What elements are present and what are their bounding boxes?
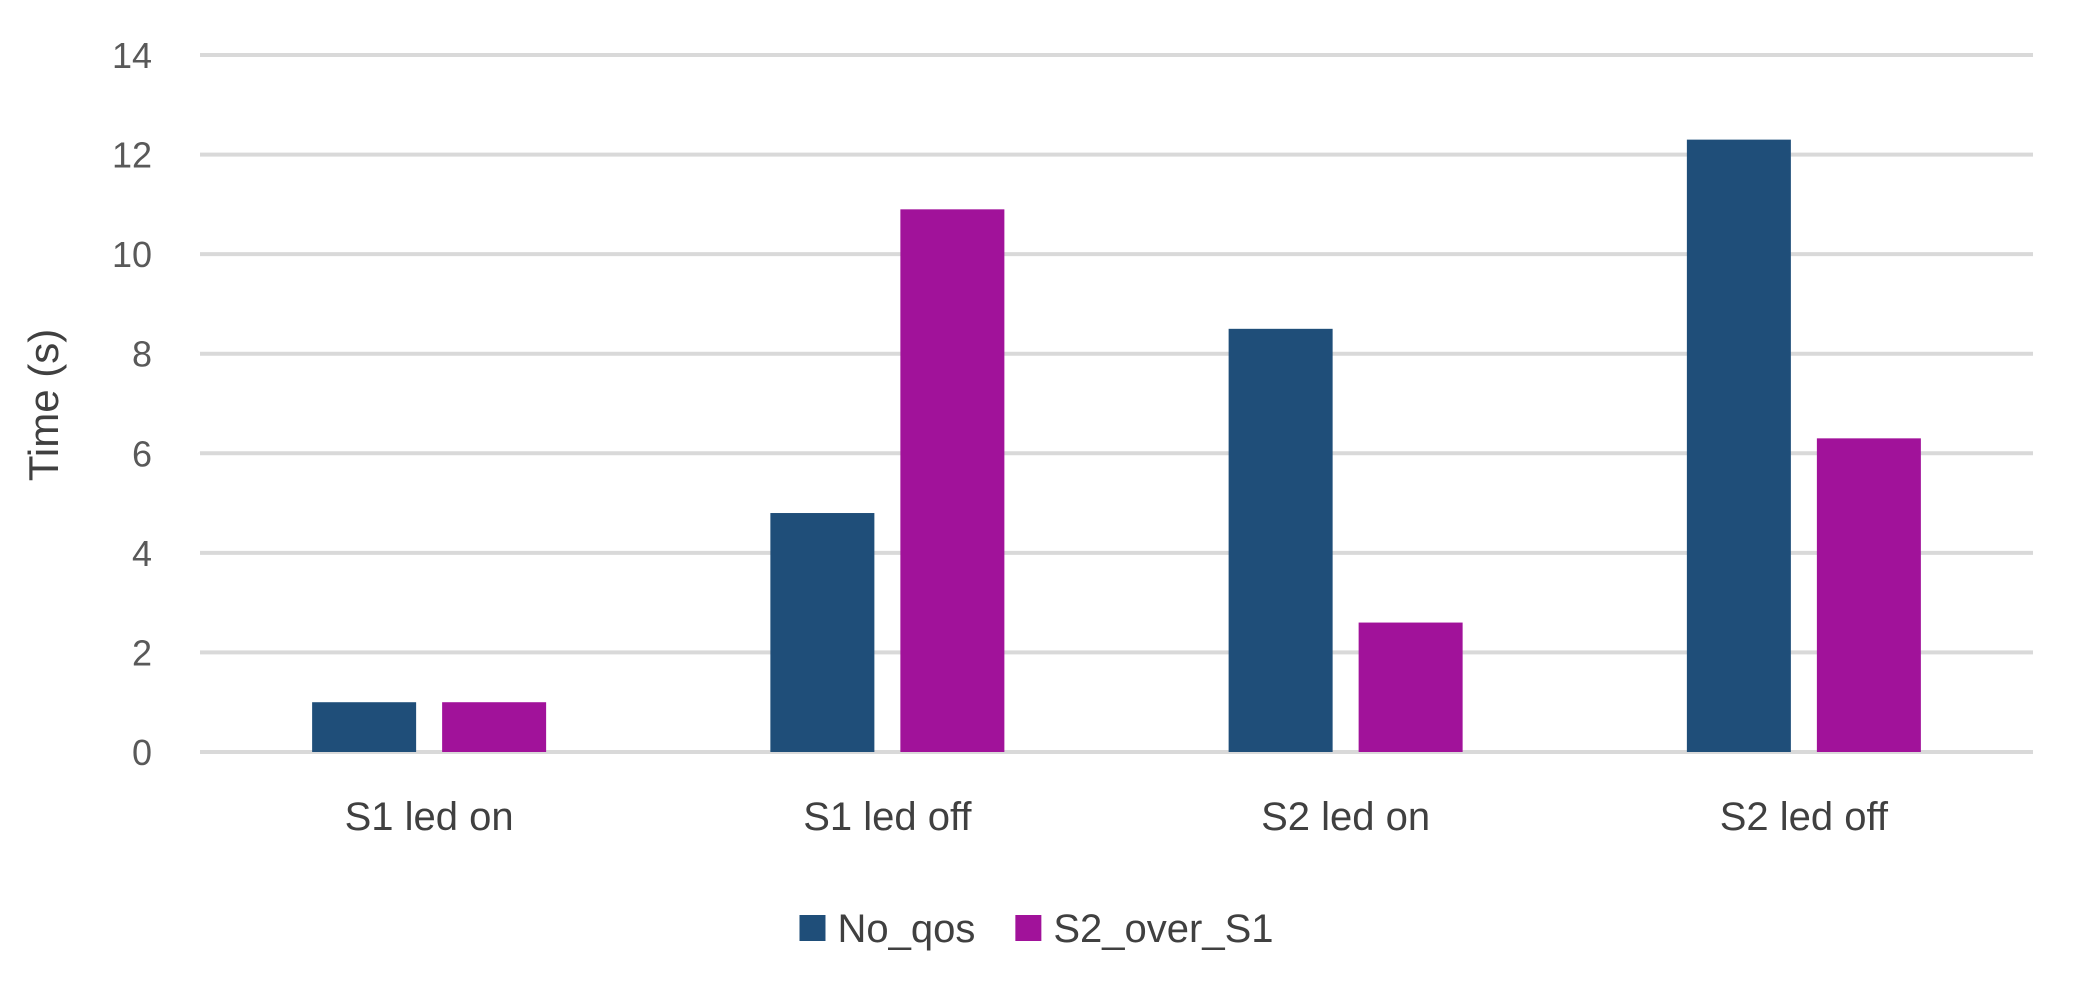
x-axis-categories: S1 led on S1 led off S2 led on S2 led off — [345, 795, 1889, 839]
bar-s2-over-s1 — [900, 209, 1005, 753]
y-tick-label: 10 — [112, 234, 152, 275]
bars — [312, 139, 1921, 753]
bar-s2-over-s1 — [1358, 622, 1463, 752]
legend-label: No_qos — [837, 907, 975, 951]
y-tick-label: 12 — [112, 135, 152, 176]
bar-no-qos — [770, 513, 875, 752]
legend-swatch — [1015, 915, 1042, 941]
x-category-label: S1 led on — [345, 795, 514, 839]
legend-label: S2_over_S1 — [1053, 907, 1273, 951]
bar-no-qos — [312, 702, 417, 752]
bar-no-qos — [1228, 328, 1333, 752]
bar-no-qos — [1686, 139, 1791, 752]
x-category-label: S2 led off — [1720, 795, 1889, 839]
y-axis-ticks: 0 2 4 6 8 10 12 14 — [112, 35, 152, 773]
legend: No_qos S2_over_S1 — [799, 907, 1274, 951]
x-category-label: S2 led on — [1261, 795, 1430, 839]
y-tick-label: 8 — [132, 334, 152, 375]
legend-swatch — [799, 915, 826, 941]
bar-s2-over-s1 — [1816, 438, 1921, 752]
y-tick-label: 6 — [132, 433, 152, 474]
gridlines — [200, 53, 2033, 754]
bar-s2-over-s1 — [442, 702, 547, 752]
y-tick-label: 14 — [112, 35, 152, 76]
y-tick-label: 2 — [132, 632, 152, 673]
y-tick-label: 4 — [132, 533, 152, 574]
y-tick-label: 0 — [132, 732, 152, 773]
x-category-label: S1 led off — [803, 795, 972, 839]
y-axis-title: Time (s) — [20, 329, 67, 481]
